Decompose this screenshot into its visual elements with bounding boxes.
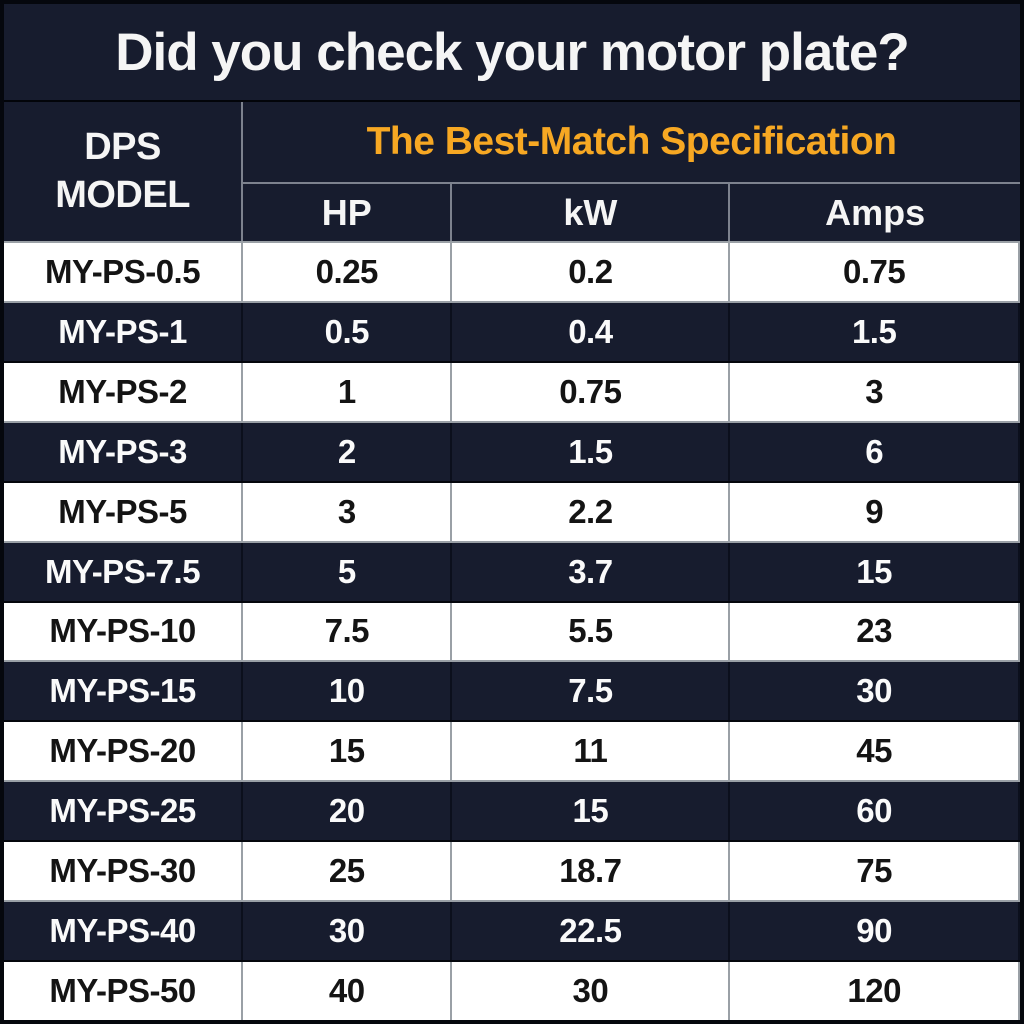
table-row: MY-PS-0.5 0.25 0.2 0.75 [4, 243, 1020, 303]
model-cell: MY-PS-2 [4, 362, 244, 421]
hp-cell: 0.5 [243, 302, 453, 361]
kw-cell: 3.7 [452, 542, 731, 601]
model-cell: MY-PS-3 [4, 422, 244, 481]
table-body: MY-PS-0.5 0.25 0.2 0.75 MY-PS-1 0.5 0.4 … [4, 243, 1020, 1020]
amps-cell: 30 [730, 662, 1020, 721]
amps-cell: 6 [730, 422, 1020, 481]
title-band: Did you check your motor plate? [4, 4, 1020, 102]
hp-cell: 40 [243, 962, 453, 1020]
column-header-amps: Amps [825, 191, 926, 233]
kw-cell: 7.5 [452, 662, 731, 721]
table-row: MY-PS-7.5 5 3.7 15 [4, 542, 1020, 603]
hp-cell: 0.25 [243, 243, 453, 301]
amps-cell: 9 [730, 482, 1020, 541]
hp-cell: 25 [243, 842, 453, 901]
model-cell: MY-PS-30 [4, 842, 244, 901]
model-cell: MY-PS-0.5 [4, 243, 244, 301]
model-cell: MY-PS-40 [4, 902, 244, 961]
model-cell: MY-PS-1 [4, 302, 244, 361]
table-row: MY-PS-5 3 2.2 9 [4, 482, 1020, 543]
table-row: MY-PS-20 15 11 45 [4, 722, 1020, 783]
kw-cell: 18.7 [452, 842, 731, 901]
kw-cell: 5.5 [452, 602, 731, 661]
column-header-hp: HP [243, 184, 453, 241]
hp-cell: 20 [243, 782, 453, 841]
hp-cell: 2 [243, 422, 453, 481]
hp-cell: 1 [243, 362, 453, 421]
amps-cell: 90 [730, 902, 1020, 961]
hp-cell: 5 [243, 542, 453, 601]
model-cell: MY-PS-5 [4, 482, 244, 541]
hp-cell: 3 [243, 482, 453, 541]
amps-cell: 1.5 [730, 302, 1020, 361]
kw-cell: 2.2 [452, 482, 731, 541]
table-row: MY-PS-15 10 7.5 30 [4, 662, 1020, 723]
kw-cell: 30 [452, 962, 731, 1020]
amps-cell: 23 [730, 602, 1020, 661]
kw-cell: 0.4 [452, 302, 731, 361]
model-cell: MY-PS-15 [4, 662, 244, 721]
kw-cell: 11 [452, 722, 731, 781]
hp-cell: 15 [243, 722, 453, 781]
table-row: MY-PS-50 40 30 120 [4, 962, 1020, 1020]
table-row: MY-PS-30 25 18.7 75 [4, 842, 1020, 903]
table-row: MY-PS-40 30 22.5 90 [4, 902, 1020, 963]
hp-cell: 10 [243, 662, 453, 721]
table-row: MY-PS-1 0.5 0.4 1.5 [4, 302, 1020, 363]
table-row: MY-PS-3 2 1.5 6 [4, 422, 1020, 483]
model-cell: MY-PS-50 [4, 962, 244, 1020]
hp-cell: 30 [243, 902, 453, 961]
kw-cell: 22.5 [452, 902, 731, 961]
model-cell: MY-PS-10 [4, 602, 244, 661]
amps-cell: 60 [730, 782, 1020, 841]
amps-cell: 3 [730, 362, 1020, 421]
table-row: MY-PS-25 20 15 60 [4, 782, 1020, 843]
model-cell: MY-PS-25 [4, 782, 244, 841]
amps-cell: 15 [730, 542, 1020, 601]
model-column-header: DPS MODEL [4, 102, 244, 241]
kw-cell: 1.5 [452, 422, 731, 481]
amps-cell: 0.75 [730, 243, 1020, 301]
table-header: DPS MODEL The Best-Match Specification H… [4, 102, 1020, 243]
table-row: MY-PS-10 7.5 5.5 23 [4, 602, 1020, 663]
column-header-kw: kW [452, 184, 731, 241]
hp-cell: 7.5 [243, 602, 453, 661]
kw-cell: 15 [452, 782, 731, 841]
page-title: Did you check your motor plate? [115, 22, 910, 82]
table-row: MY-PS-2 1 0.75 3 [4, 362, 1020, 423]
spec-group-header: The Best-Match Specification [243, 102, 1020, 184]
amps-cell: 45 [730, 722, 1020, 781]
kw-cell: 0.2 [452, 243, 731, 301]
kw-cell: 0.75 [452, 362, 731, 421]
model-cell: MY-PS-7.5 [4, 542, 244, 601]
amps-cell: 75 [730, 842, 1020, 901]
model-cell: MY-PS-20 [4, 722, 244, 781]
amps-cell: 120 [730, 962, 1020, 1020]
